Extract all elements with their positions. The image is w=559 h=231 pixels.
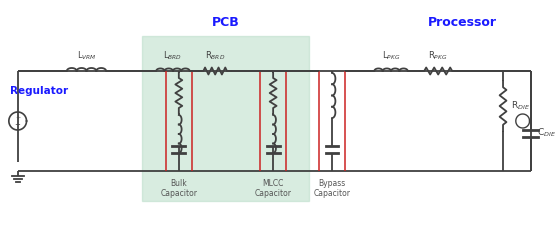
Text: R$_{DIE}$: R$_{DIE}$ xyxy=(511,100,530,112)
Text: +: + xyxy=(15,115,20,120)
Text: R$_{PKG}$: R$_{PKG}$ xyxy=(428,49,448,62)
Text: PCB: PCB xyxy=(212,16,240,29)
Bar xyxy=(143,36,310,201)
Text: MLCC
Capacitor: MLCC Capacitor xyxy=(255,179,292,198)
Text: C$_{DIE}$: C$_{DIE}$ xyxy=(537,127,557,139)
Text: −: − xyxy=(15,122,21,128)
Text: L$_{BRD}$: L$_{BRD}$ xyxy=(163,49,182,62)
Text: Processor: Processor xyxy=(428,16,497,29)
Text: Bulk
Capacitor: Bulk Capacitor xyxy=(160,179,197,198)
Text: L$_{VRM}$: L$_{VRM}$ xyxy=(77,49,96,62)
Text: Regulator: Regulator xyxy=(10,86,68,96)
Text: Bypass
Capacitor: Bypass Capacitor xyxy=(314,179,350,198)
Text: L$_{PKG}$: L$_{PKG}$ xyxy=(382,49,400,62)
Text: R$_{BRD}$: R$_{BRD}$ xyxy=(205,49,225,62)
